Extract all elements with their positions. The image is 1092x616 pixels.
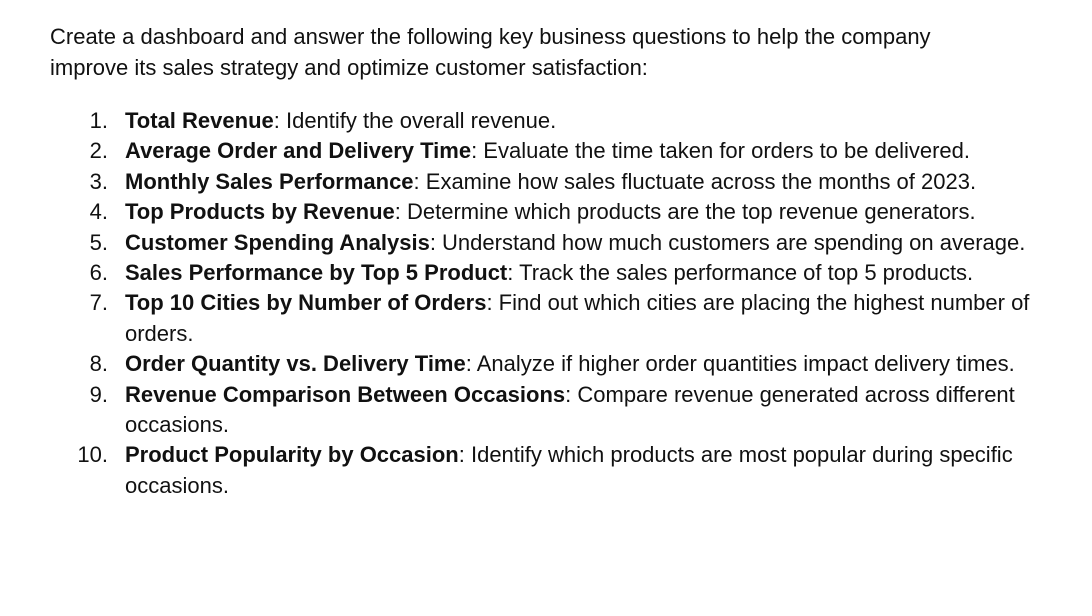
list-item: 5. Customer Spending Analysis: Understand… [50, 228, 1052, 258]
list-item-number: 7. [89, 290, 108, 316]
list-item-description: : Identify the overall revenue. [273, 108, 557, 133]
list-item: 10. Product Popularity by Occasion: Ident… [50, 440, 1052, 501]
list-item: 8. Order Quantity vs. Delivery Time: Anal… [50, 349, 1052, 379]
list-item: 6. Sales Performance by Top 5 Product: Tr… [50, 258, 1052, 288]
list-item-description: : Find out which cities are placing the … [125, 290, 1030, 346]
list-item-title: Revenue Comparison Between Occasions [125, 381, 566, 407]
list-item-title: Sales Performance by Top 5 Product [125, 260, 508, 286]
list-item-title: Customer Spending Analysis [125, 229, 430, 255]
list-item-number: 4. [89, 199, 108, 225]
list-item-title: Top 10 Cities by Number of Orders [125, 290, 487, 316]
list-item-description: : Understand how much customers are spen… [429, 229, 1026, 255]
list-item-description: : Compare revenue generated across diffe… [125, 381, 1015, 438]
list-item-number: 5. [89, 229, 108, 255]
list-item-number: 3. [89, 168, 108, 194]
list-item-number: 6. [89, 260, 108, 286]
list-item-description: : Identify which products are most popul… [125, 442, 1013, 498]
list-item-number: 8. [89, 351, 108, 377]
list-item-number: 1. [89, 108, 108, 133]
list-item-description: : Track the sales performance of top 5 p… [507, 260, 974, 286]
list-item-title: Average Order and Delivery Time [125, 138, 472, 164]
list-item-description: : Examine how sales fluctuate across the… [413, 168, 977, 194]
list-item: 2. Average Order and Delivery Time: Evalu… [50, 136, 1052, 166]
list-item: 3. Monthly Sales Performance: Examine how… [50, 167, 1052, 197]
intro-paragraph: Create a dashboard and answer the follow… [50, 24, 931, 80]
list-item: 1. Total Revenue: Identify the overall re… [50, 106, 1052, 136]
list-item-title: Total Revenue [125, 108, 274, 133]
list-item: 7. Top 10 Cities by Number of Orders: Fin… [50, 288, 1052, 349]
list-item-description: : Analyze if higher order quantities imp… [465, 351, 1015, 377]
list-item-description: : Evaluate the time taken for orders to … [471, 138, 971, 164]
list-item-title: Top Products by Revenue [125, 199, 395, 225]
list-item-title: Product Popularity by Occasion [125, 442, 459, 468]
list-item-title: Order Quantity vs. Delivery Time [125, 351, 466, 377]
list-item-number: 2. [89, 138, 108, 164]
list-item-number: 9. [89, 381, 108, 407]
business-questions-list: 1. Total Revenue: Identify the overall re… [50, 106, 1052, 501]
list-item-number: 10. [77, 442, 108, 468]
list-item: 9. Revenue Comparison Between Occasions: … [50, 380, 1052, 441]
list-item-title: Monthly Sales Performance [125, 168, 414, 194]
list-item: 4. Top Products by Revenue: Determine whi… [50, 197, 1052, 227]
list-item-description: : Determine which products are the top r… [394, 199, 976, 225]
